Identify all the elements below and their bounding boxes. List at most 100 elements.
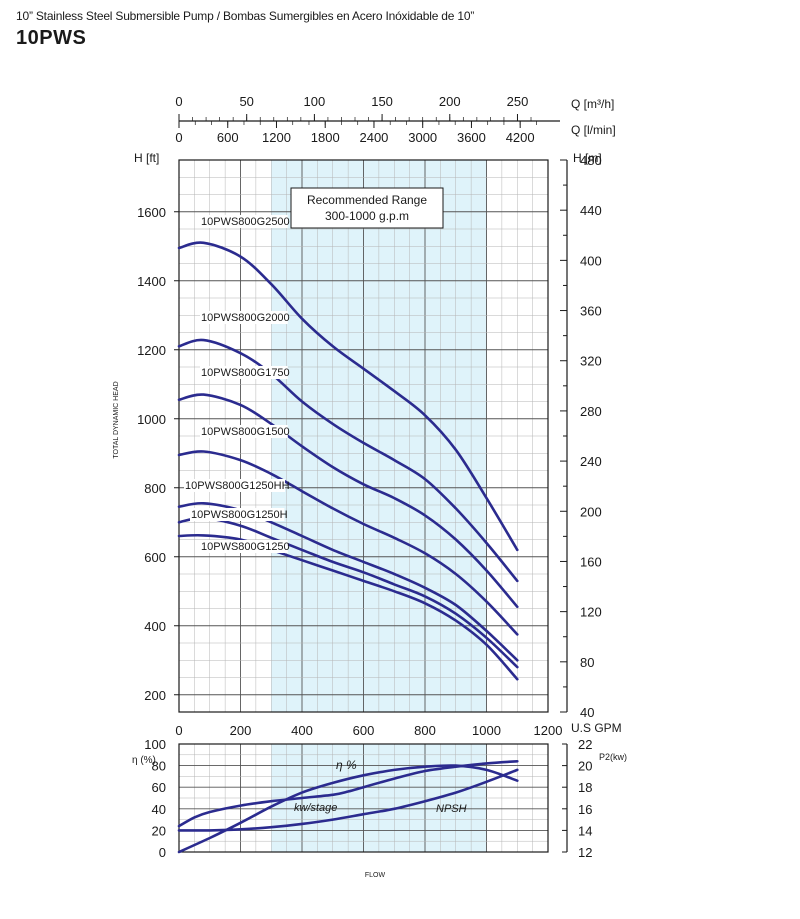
document-subtitle: 10” Stainless Steel Submersible Pump / B… bbox=[16, 9, 475, 23]
top-tick-label-m3h: 100 bbox=[304, 94, 326, 109]
head-curves: 10PWS800G2500 10PWS800G2000 10PWS800G1750 1… bbox=[177, 215, 519, 681]
curve-label-background bbox=[200, 425, 288, 438]
x-tick-label: 200 bbox=[230, 723, 252, 738]
y-tick-label: 1200 bbox=[137, 343, 166, 358]
y2-tick-label: 360 bbox=[580, 304, 602, 319]
eff-tick-label: 0 bbox=[159, 845, 166, 860]
bottom-axis-title: U.S GPM bbox=[571, 721, 622, 735]
x-tick-label: 400 bbox=[291, 723, 313, 738]
model-title: 10PWS bbox=[16, 27, 87, 49]
top-axis-title-m3h: Q [m³/h] bbox=[571, 97, 614, 111]
y-tick-label: 1600 bbox=[137, 205, 166, 220]
top-tick-label-lmin: 3600 bbox=[457, 130, 486, 145]
head-curve bbox=[177, 450, 519, 636]
y2-tick-label: 200 bbox=[580, 504, 602, 519]
head-curve bbox=[177, 533, 519, 681]
y-tick-label: 400 bbox=[144, 619, 166, 634]
y2-tick-label: 280 bbox=[580, 404, 602, 419]
top-tick-label-lmin: 1800 bbox=[311, 130, 340, 145]
vertical-axis-title: TOTAL DYNAMIC HEAD bbox=[113, 381, 120, 458]
curve-label: 10PWS800G1250 bbox=[201, 541, 290, 553]
efficiency-panel-curve bbox=[177, 768, 519, 832]
curve-label-background bbox=[200, 366, 288, 379]
y2-tick-label: 40 bbox=[580, 705, 594, 720]
power-axis-title: P2(kw) bbox=[599, 752, 627, 762]
curve-label: 10PWS800G1250H bbox=[191, 509, 288, 521]
eff-tick-label: 60 bbox=[152, 780, 166, 795]
efficiency-curves bbox=[177, 760, 519, 854]
eff-tick-label: 80 bbox=[152, 759, 166, 774]
power-tick-label: 20 bbox=[578, 759, 592, 774]
flow-axis-title: FLOW bbox=[365, 872, 386, 879]
curve-label-background bbox=[200, 215, 288, 228]
y2-tick-label: 120 bbox=[580, 605, 602, 620]
power-tick-label: 18 bbox=[578, 780, 592, 795]
recommended-range-subtitle: 300-1000 g.p.m bbox=[325, 209, 409, 223]
right-axis-title: H [m] bbox=[573, 151, 602, 165]
y-tick-label: 1400 bbox=[137, 274, 166, 289]
power-tick-label: 14 bbox=[578, 823, 592, 838]
head-curve bbox=[177, 516, 519, 669]
x-tick-label: 0 bbox=[175, 723, 182, 738]
top-tick-label-m3h: 50 bbox=[239, 94, 253, 109]
top-tick-label-lmin: 4200 bbox=[506, 130, 535, 145]
curve-label-background bbox=[200, 311, 288, 324]
y2-tick-label: 480 bbox=[580, 153, 602, 168]
head-curve bbox=[177, 338, 519, 583]
efficiency-frame bbox=[178, 743, 549, 853]
power-tick-label: 16 bbox=[578, 802, 592, 817]
eff-tick-label: 20 bbox=[152, 823, 166, 838]
left-axis-title: H [ft] bbox=[134, 151, 159, 165]
x-tick-label: 1000 bbox=[472, 723, 501, 738]
efficiency-axis-title: η (%) bbox=[132, 755, 156, 766]
curve-label: 10PWS800G1250HH bbox=[185, 480, 290, 492]
y2-tick-label: 320 bbox=[580, 354, 602, 369]
kw-curve-label: kw/stage bbox=[294, 802, 337, 814]
y2-tick-label: 240 bbox=[580, 454, 602, 469]
efficiency-grid bbox=[178, 744, 549, 852]
tick-labels: 0 200 400 600 800 1000 12002004006008001000120… bbox=[137, 94, 602, 860]
y-tick-label: 200 bbox=[144, 688, 166, 703]
y2-tick-label: 400 bbox=[580, 253, 602, 268]
x-tick-label: 800 bbox=[414, 723, 436, 738]
axes bbox=[178, 120, 568, 853]
top-tick-label-lmin: 2400 bbox=[359, 130, 388, 145]
head-curve bbox=[177, 393, 519, 609]
top-tick-label-m3h: 150 bbox=[371, 94, 393, 109]
head-curve bbox=[177, 241, 519, 552]
y2-tick-label: 160 bbox=[580, 554, 602, 569]
eff-tick-label: 100 bbox=[144, 737, 166, 752]
curve-label: 10PWS800G1750 bbox=[201, 367, 290, 379]
y2-tick-label: 440 bbox=[580, 203, 602, 218]
eff-tick-label: 40 bbox=[152, 802, 166, 817]
power-tick-label: 12 bbox=[578, 845, 592, 860]
y-tick-label: 600 bbox=[144, 550, 166, 565]
npsh-curve-label: NPSH bbox=[436, 803, 467, 815]
top-tick-label-lmin: 600 bbox=[217, 130, 239, 145]
recommended-range-title: Recommended Range bbox=[307, 193, 427, 207]
top-tick-label-m3h: 0 bbox=[175, 94, 182, 109]
curve-label: 10PWS800G1500 bbox=[201, 426, 290, 438]
recommended-range-box bbox=[290, 187, 444, 229]
curve-label: 10PWS800G2000 bbox=[201, 312, 290, 324]
eff-curve-label: η % bbox=[336, 758, 357, 772]
top-tick-label-m3h: 250 bbox=[507, 94, 529, 109]
curve-label-background bbox=[200, 540, 288, 553]
curve-label-background bbox=[190, 508, 285, 521]
curve-label-background bbox=[184, 479, 285, 492]
power-tick-label: 22 bbox=[578, 737, 592, 752]
top-tick-label-lmin: 3000 bbox=[408, 130, 437, 145]
main-frame bbox=[178, 159, 549, 713]
y-tick-label: 1000 bbox=[137, 412, 166, 427]
top-tick-label-m3h: 200 bbox=[439, 94, 461, 109]
top-tick-label-lmin: 1200 bbox=[262, 130, 291, 145]
efficiency-panel-curve bbox=[177, 760, 519, 828]
curve-label: 10PWS800G2500 bbox=[201, 216, 290, 228]
x-tick-label: 1200 bbox=[534, 723, 563, 738]
y2-tick-label: 80 bbox=[580, 655, 594, 670]
y-tick-label: 800 bbox=[144, 481, 166, 496]
top-axis-title-lmin: Q [l/min] bbox=[571, 123, 616, 137]
x-tick-label: 600 bbox=[353, 723, 375, 738]
top-tick-label-lmin: 0 bbox=[175, 130, 182, 145]
